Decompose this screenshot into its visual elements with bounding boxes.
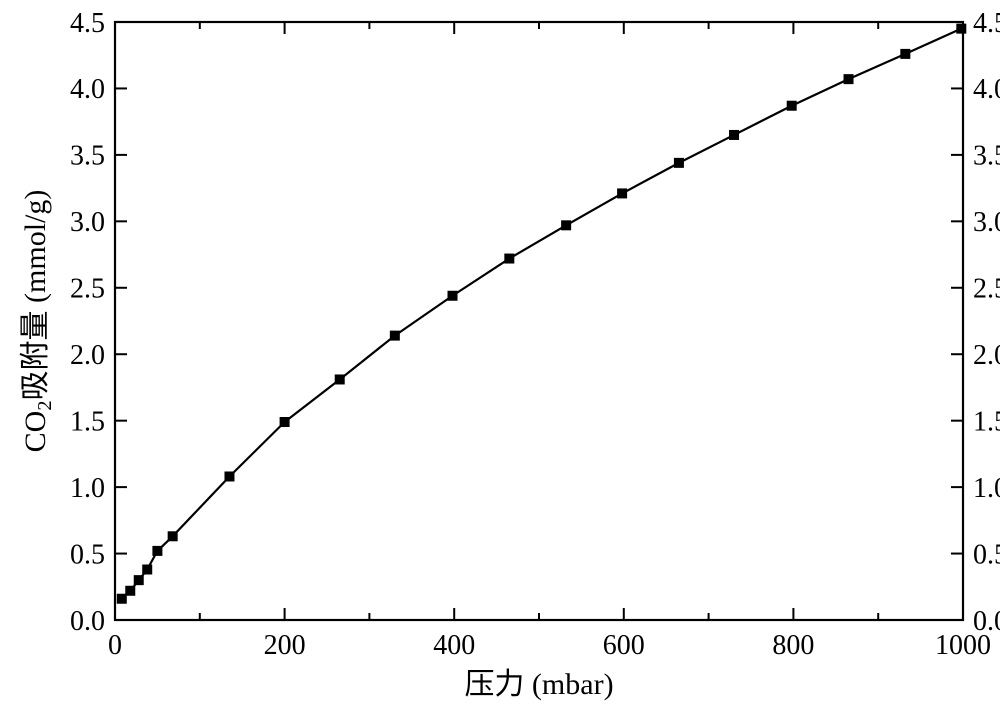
svg-text:4.0: 4.0: [70, 74, 105, 105]
svg-text:4.5: 4.5: [70, 8, 105, 39]
svg-text:2.0: 2.0: [973, 340, 1000, 371]
svg-text:0: 0: [108, 630, 122, 661]
svg-text:0.5: 0.5: [973, 539, 1000, 570]
svg-text:0.0: 0.0: [973, 606, 1000, 637]
svg-text:4.0: 4.0: [973, 74, 1000, 105]
svg-text:0.0: 0.0: [70, 606, 105, 637]
svg-text:2.0: 2.0: [70, 340, 105, 371]
svg-text:1.5: 1.5: [70, 406, 105, 437]
svg-text:压力 (mbar): 压力 (mbar): [464, 668, 613, 701]
svg-text:600: 600: [603, 630, 645, 661]
chart-svg: 020040060080010000.00.00.50.51.01.01.51.…: [0, 0, 1000, 706]
svg-text:2.5: 2.5: [70, 274, 105, 305]
co2-isotherm-chart: 020040060080010000.00.00.50.51.01.01.51.…: [0, 0, 1000, 706]
svg-text:3.5: 3.5: [973, 141, 1000, 172]
svg-text:4.5: 4.5: [973, 8, 1000, 39]
svg-text:2.5: 2.5: [973, 274, 1000, 305]
svg-text:3.0: 3.0: [70, 207, 105, 238]
svg-text:1.5: 1.5: [973, 406, 1000, 437]
svg-text:800: 800: [772, 630, 814, 661]
svg-text:3.5: 3.5: [70, 141, 105, 172]
svg-text:CO2吸附量 (mmol/g): CO2吸附量 (mmol/g): [19, 190, 56, 453]
svg-text:1.0: 1.0: [973, 473, 1000, 504]
svg-text:3.0: 3.0: [973, 207, 1000, 238]
svg-text:400: 400: [433, 630, 475, 661]
svg-text:0.5: 0.5: [70, 539, 105, 570]
svg-text:1.0: 1.0: [70, 473, 105, 504]
svg-text:200: 200: [264, 630, 306, 661]
